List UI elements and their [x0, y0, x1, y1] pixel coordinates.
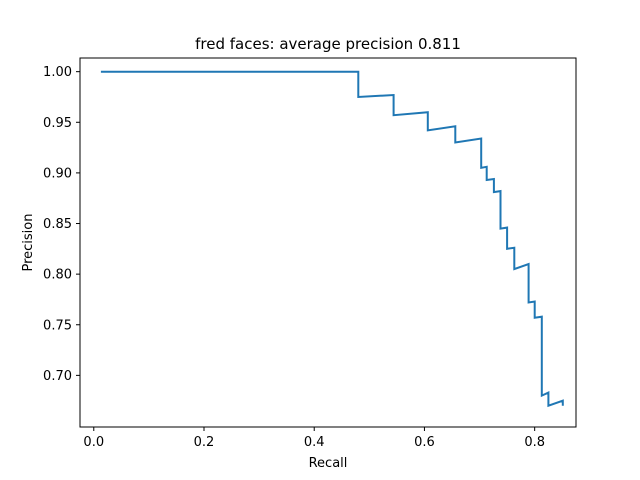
y-tick-label: 0.75	[43, 318, 72, 333]
precision-recall-line	[100, 70, 564, 408]
plot-area	[79, 57, 577, 428]
y-axis-ticks: 0.70 0.75 0.80 0.85 0.90 0.95 1.00	[43, 65, 80, 384]
y-tick-label: 0.95	[43, 116, 72, 131]
x-axis-ticks: 0.0 0.2 0.4 0.6 0.8	[83, 427, 545, 450]
series-layer	[100, 70, 564, 408]
x-axis-label: Recall	[309, 456, 348, 471]
x-tick-label: 0.8	[524, 435, 545, 450]
x-tick-label: 0.4	[304, 435, 325, 450]
y-axis-label: Precision	[21, 213, 36, 271]
x-tick-label: 0.6	[414, 435, 435, 450]
y-tick-label: 0.85	[43, 217, 72, 232]
y-tick-label: 0.80	[43, 268, 72, 283]
y-tick-label: 0.90	[43, 166, 72, 181]
y-tick-label: 0.70	[43, 369, 72, 384]
x-tick-label: 0.0	[83, 435, 104, 450]
y-tick-label: 1.00	[43, 65, 72, 80]
chart-title: fred faces: average precision 0.811	[195, 35, 461, 53]
x-tick-label: 0.2	[194, 435, 215, 450]
